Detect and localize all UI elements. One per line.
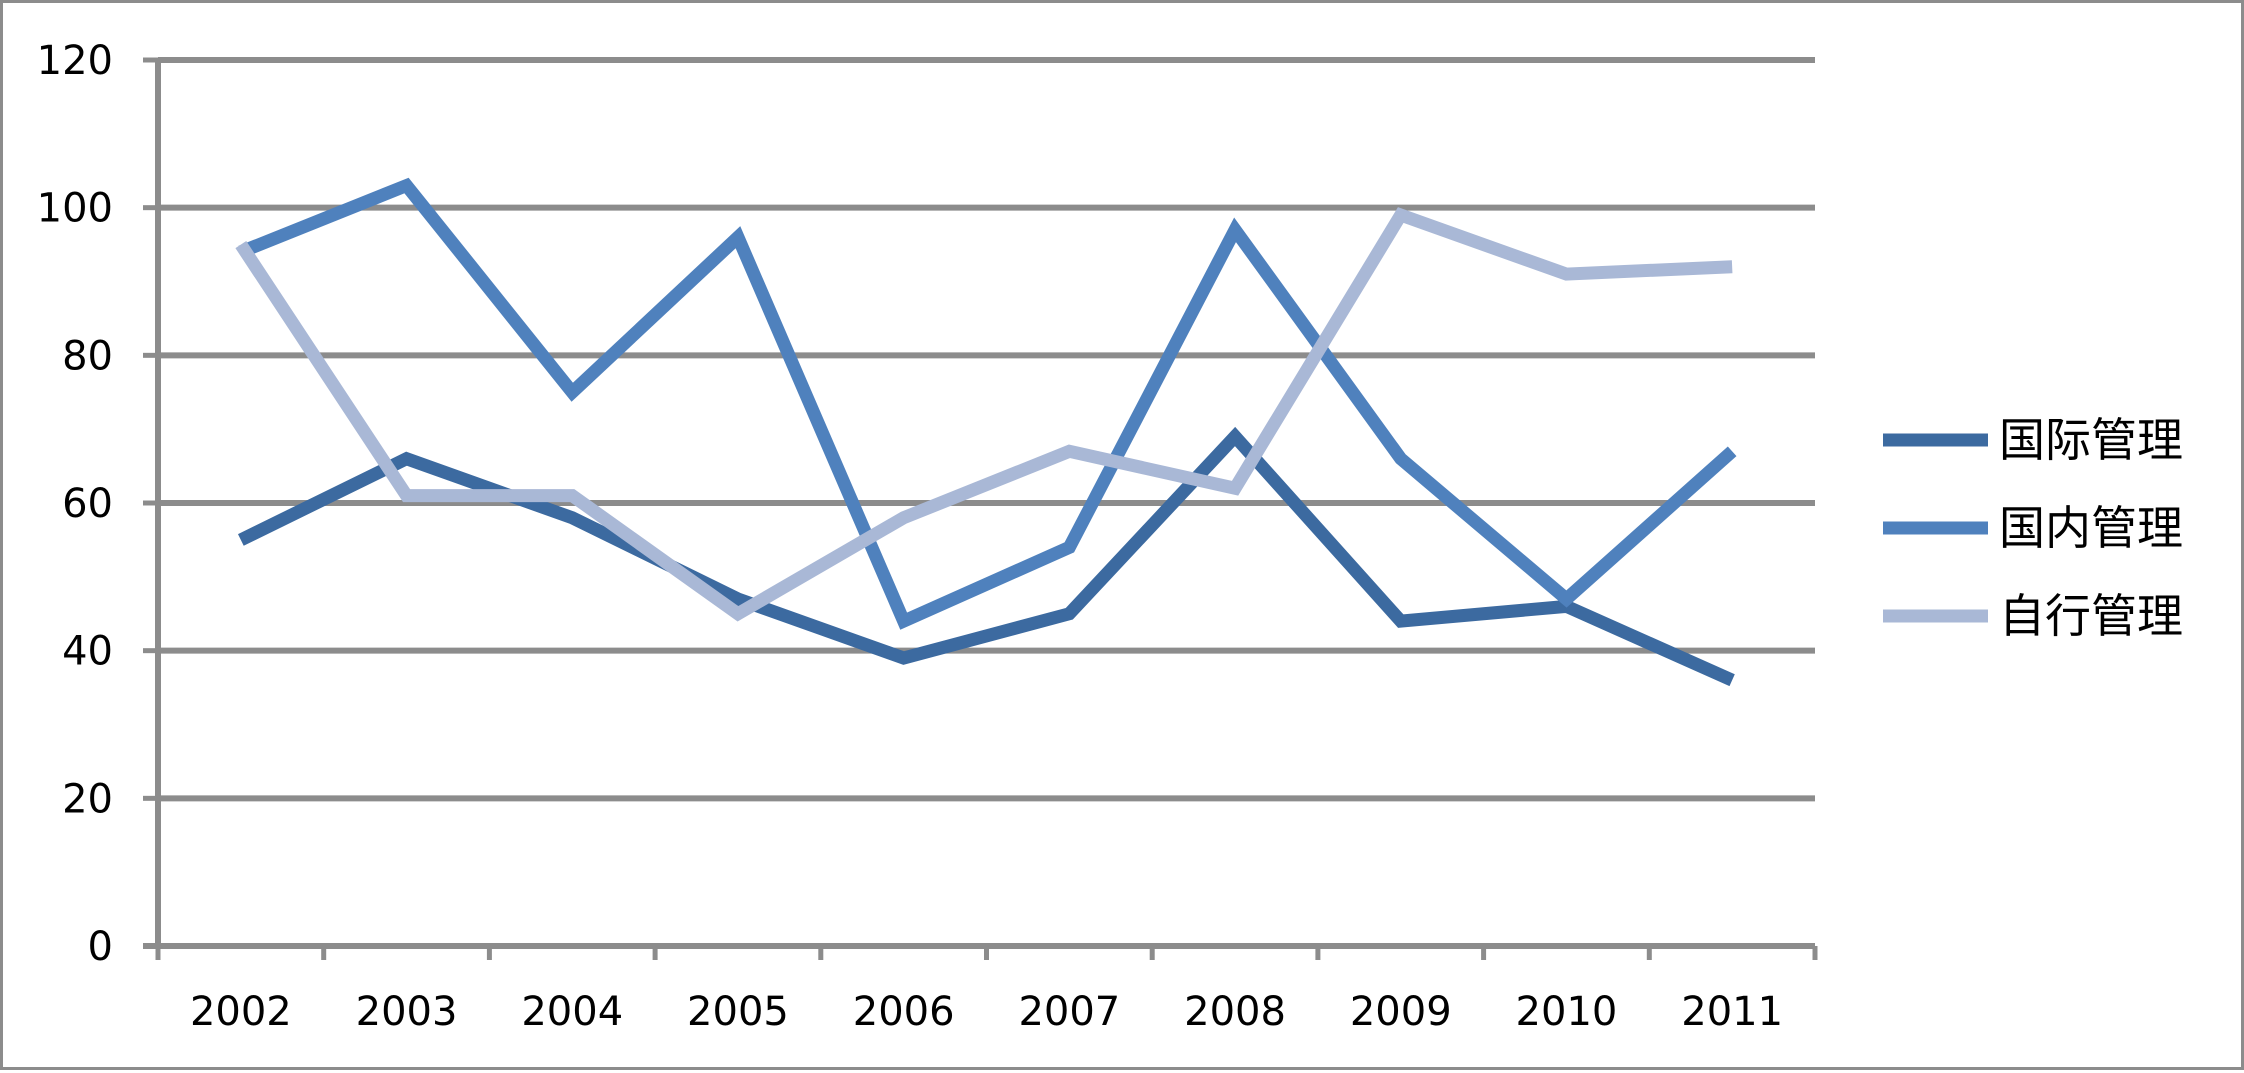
x-tick-label: 2003 [356,989,458,1035]
y-tick-label: 60 [62,481,113,527]
line-chart: 0 20 40 60 80 100 120 2002 2003 2004 2005 2006 2007 2… [37,38,2183,1035]
y-tick-label: 20 [62,776,113,822]
x-tick-label: 2011 [1681,989,1783,1035]
y-tick-label: 0 [88,924,113,970]
y-tick-label: 120 [37,38,113,84]
axes: 0 20 40 60 80 100 120 2002 2003 2004 2005 2006 2007 2… [37,38,1818,1035]
y-tick-label: 80 [62,333,113,379]
x-tick-label: 2004 [521,989,623,1035]
y-tick-label: 100 [37,186,113,232]
legend-label-2: 国内管理 [1999,501,2183,555]
x-tick-label: 2002 [190,989,292,1035]
x-tick-label: 2006 [853,989,955,1035]
legend-label-3: 自行管理 [1999,589,2183,643]
legend-label-1: 国际管理 [1999,413,2183,467]
series-line-2 [238,177,1737,630]
y-tick-label: 40 [62,629,113,675]
x-tick-label: 2005 [687,989,789,1035]
x-tick-label: 2008 [1184,989,1286,1035]
series-line-1 [237,426,1735,687]
x-tick-label: 2009 [1350,989,1452,1035]
x-tick-label: 2010 [1516,989,1618,1035]
series-line-3 [235,207,1733,622]
series-lines [235,177,1737,687]
x-tick-label: 2007 [1018,989,1120,1035]
gridlines [158,57,1815,802]
